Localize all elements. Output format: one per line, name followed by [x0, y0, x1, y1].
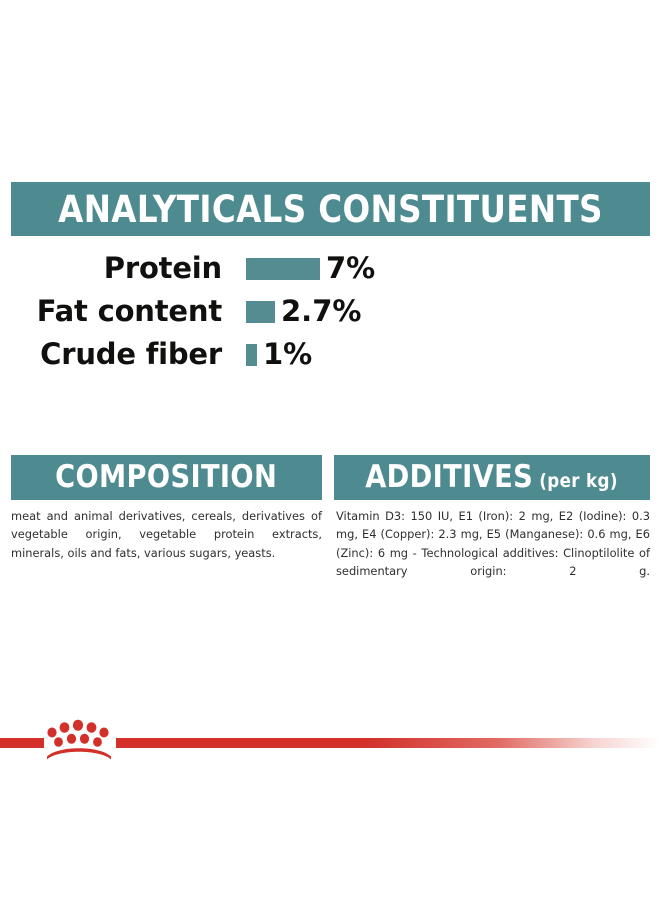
- additives-heading-suffix: (per kg): [539, 470, 619, 492]
- analyticals-chart: Protein 7% Fat content 2.7% Crude fiber …: [0, 247, 660, 376]
- analyticals-row-bar-group: 1%: [246, 340, 312, 369]
- additives-text: Vitamin D3: 150 IU, E1 (Iron): 2 mg, E2 …: [336, 509, 650, 578]
- analyticals-row-label: Fat content: [36, 294, 222, 328]
- analyticals-row: Crude fiber 1%: [0, 333, 660, 376]
- composition-heading: COMPOSITION: [55, 459, 278, 495]
- analyticals-row-bar-group: 2.7%: [246, 297, 361, 326]
- analyticals-header-bar: ANALYTICALS CONSTITUENTS: [11, 182, 650, 236]
- brand-rule-left: [0, 738, 44, 748]
- royal-canin-crown-icon: [42, 718, 116, 760]
- analyticals-row-bar: [246, 300, 275, 323]
- composition-text: meat and animal derivatives, cereals, de…: [11, 509, 322, 560]
- composition-header-bar: COMPOSITION: [11, 455, 322, 500]
- analyticals-row: Protein 7%: [0, 247, 660, 290]
- analyticals-row-label: Protein: [103, 251, 222, 285]
- analyticals-row-value: 2.7%: [281, 294, 362, 328]
- brand-rule-right: [116, 738, 660, 748]
- additives-heading: ADDITIVES: [365, 459, 534, 495]
- brand-footer: [0, 700, 660, 790]
- additives-heading-group: ADDITIVES (per kg): [366, 462, 619, 493]
- analyticals-row-label: Crude fiber: [40, 337, 222, 371]
- additives-header-bar: ADDITIVES (per kg): [334, 455, 650, 500]
- analyticals-row-value: 1%: [263, 337, 313, 371]
- analyticals-row-bar-group: 7%: [246, 254, 375, 283]
- analyticals-heading: ANALYTICALS CONSTITUENTS: [58, 187, 603, 231]
- analyticals-row: Fat content 2.7%: [0, 290, 660, 333]
- analyticals-row-value: 7%: [326, 251, 376, 285]
- analyticals-row-bar: [246, 257, 320, 280]
- analyticals-row-bar: [246, 343, 257, 366]
